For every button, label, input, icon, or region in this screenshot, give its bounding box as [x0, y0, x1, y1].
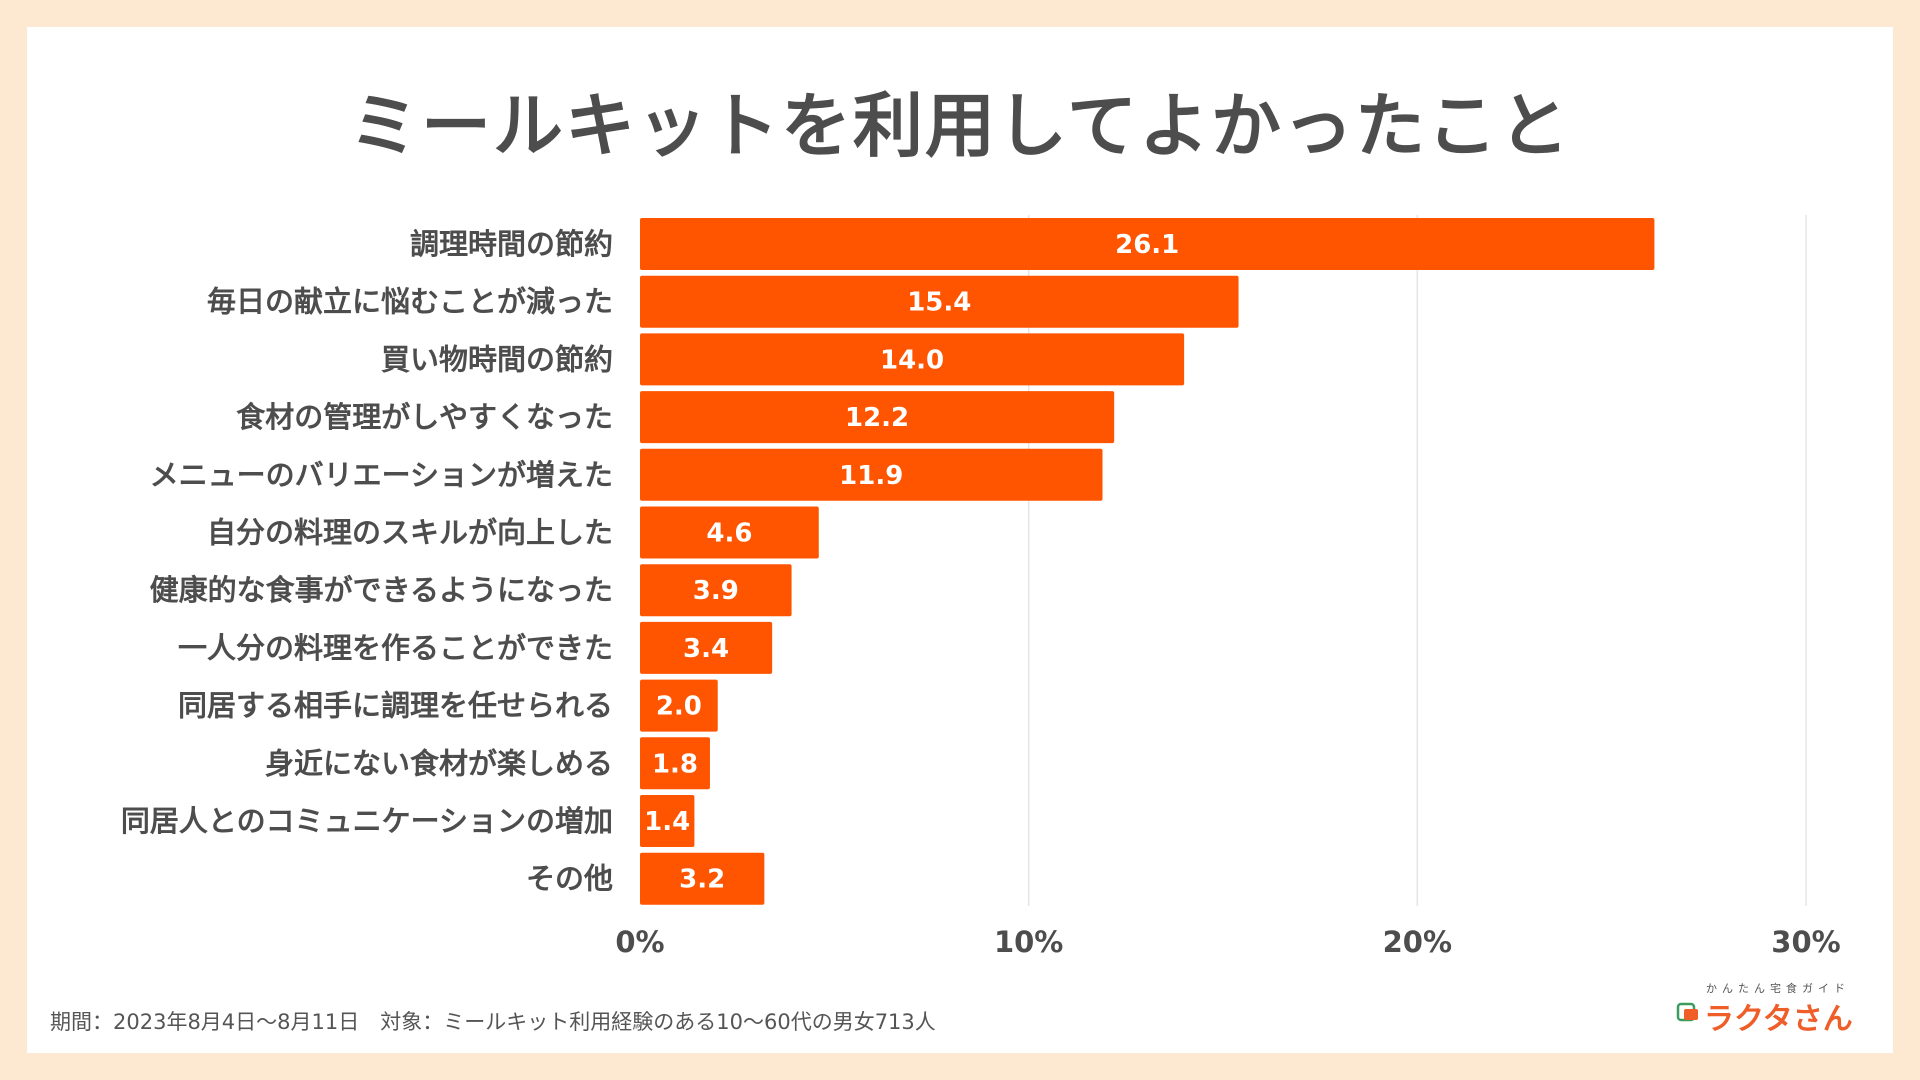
category-label: 同居する相手に調理を任せられる [178, 689, 613, 723]
data-label: 14.0 [880, 345, 944, 375]
bar [640, 852, 765, 905]
data-label: 12.2 [845, 403, 909, 433]
logo-subtitle: かんたん宅食ガイド [1706, 982, 1850, 995]
category-label: 一人分の料理を作ることができた [178, 631, 613, 665]
bar [640, 679, 718, 732]
bar [640, 333, 1185, 386]
data-label: 11.9 [839, 461, 903, 491]
chart-title: ミールキットを利用してよかったこと [349, 85, 1571, 167]
brand-logo: かんたん宅食ガイド ラクタさん [1676, 980, 1876, 1037]
bar [640, 506, 819, 559]
data-label: 3.4 [683, 634, 729, 664]
category-label: メニューのバリエーションが増えた [150, 458, 613, 492]
category-label: 健康的な食事ができるようになった [150, 573, 613, 607]
category-label: その他 [526, 862, 613, 896]
category-label: 食材の管理がしやすくなった [236, 400, 613, 434]
x-tick-label: 30% [1771, 925, 1840, 959]
bar [640, 391, 1115, 444]
category-label: 毎日の献立に悩むことが減った [207, 285, 613, 319]
category-label: 買い物時間の節約 [381, 342, 613, 376]
category-label: 身近にない食材が楽しめる [265, 746, 613, 780]
x-tick-label: 0% [615, 925, 664, 959]
bar [640, 795, 695, 847]
data-label: 2.0 [656, 692, 702, 722]
chart-card [27, 27, 1893, 1053]
x-tick-label: 20% [1383, 925, 1452, 959]
bar [640, 275, 1239, 328]
bar [640, 737, 710, 790]
logo-name: ラクタさん [1704, 1002, 1853, 1037]
bar [640, 448, 1103, 501]
data-label: 3.9 [693, 576, 739, 606]
bar [640, 621, 773, 674]
x-tick-label: 10% [994, 925, 1063, 959]
bar [640, 218, 1655, 270]
bar [640, 564, 792, 617]
category-label: 同居人とのコミュニケーションの増加 [121, 804, 613, 838]
data-label: 3.2 [679, 865, 725, 895]
data-label: 15.4 [907, 288, 971, 318]
category-label: 調理時間の節約 [410, 227, 613, 261]
data-label: 26.1 [1115, 230, 1179, 260]
plate-icon [1676, 1002, 1698, 1022]
data-label: 1.8 [652, 749, 698, 779]
category-label: 自分の料理のスキルが向上した [207, 516, 613, 550]
data-label: 1.4 [644, 807, 690, 837]
footnote: 期間：2023年8月4日〜8月11日 対象：ミールキット利用経験のある10〜60… [50, 1010, 936, 1034]
data-label: 4.6 [706, 519, 752, 549]
